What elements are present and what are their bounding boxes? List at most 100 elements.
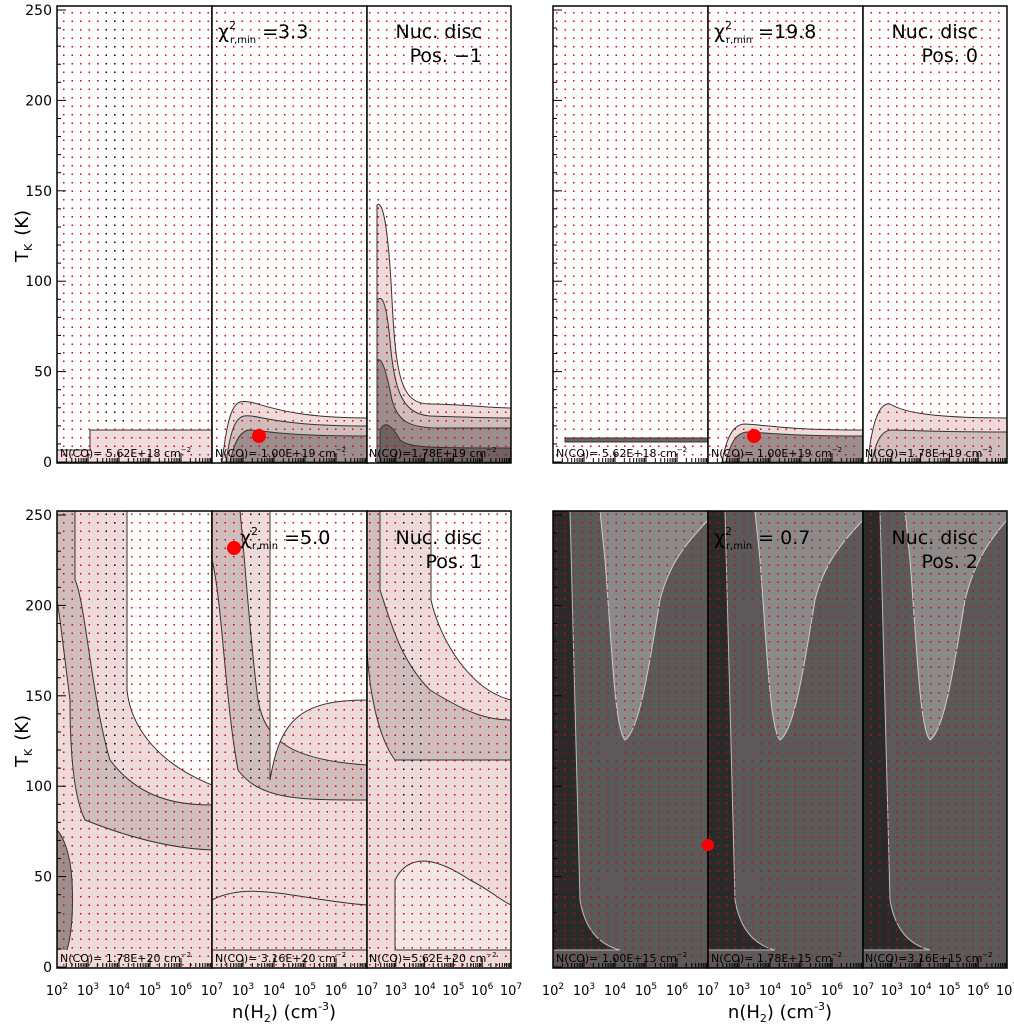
column-density-label: N(CO)= 1.78E+20 cm−2 — [60, 951, 191, 965]
x-tick-label: 105 — [790, 982, 812, 999]
y-tick-label: 200 — [25, 93, 52, 109]
group-top-left: χ2 r,min =3.3 Nuc. disc Pos. −1 N(CO)= 5.6… — [56, 5, 512, 464]
x-tick-label: 104 — [909, 982, 932, 999]
x-tick-label: 102 — [542, 982, 564, 999]
column-density-label: N(CO)= 1.00E+19 cm−2 — [711, 446, 842, 460]
panel-top-right-3 — [862, 5, 1008, 464]
axes-layer: 0 50 100 150 200 250 0 50 100 150 200 250 102 103 104 1… — [25, 3, 1014, 999]
y-tick-label: 100 — [25, 274, 52, 290]
x-tick-label: 103 — [77, 982, 99, 999]
panel-top-right-1 — [552, 5, 709, 464]
y-tick-label: 100 — [25, 779, 52, 795]
x-tick-label: 102 — [46, 982, 68, 999]
group-top-right: χ2 r,min =19.8 Nuc. disc Pos. 0 N(CO)= 5.6… — [552, 5, 1008, 464]
panel-bottom-left-3 — [366, 510, 512, 969]
y-tick-label: 0 — [43, 455, 52, 471]
y-tick-label: 150 — [25, 689, 52, 705]
title-line-1: Nuc. disc — [396, 21, 482, 43]
x-tick-label: 105 — [938, 982, 960, 999]
panel-top-left-3 — [366, 5, 512, 464]
column-density-label: N(CO)= 1.00E+19 cm−2 — [215, 446, 346, 460]
chi2-label: χ2 r,min =3.3 — [218, 19, 308, 46]
title-line-2: Pos. 2 — [922, 551, 978, 573]
chi2-value: =5.0 — [284, 527, 330, 549]
column-density-label: N(CO)=5.62E+20 cm−2 — [369, 951, 497, 965]
x-tick-label: 107 — [356, 982, 378, 999]
column-density-label: N(CO)= 5.62E+18 cm−2 — [60, 446, 191, 460]
best-fit-marker — [227, 541, 241, 555]
x-tick-label: 107 — [852, 982, 874, 999]
y-axis-label: TK(K) — [12, 715, 35, 768]
x-tick-label: 104 — [759, 982, 782, 999]
panel-top-left-1 — [56, 5, 213, 464]
panel-bottom-left-1 — [56, 510, 213, 969]
x-tick-label: 104 — [108, 982, 131, 999]
title-line-1: Nuc. disc — [892, 527, 978, 549]
best-fit-marker — [252, 429, 266, 443]
best-fit-marker — [747, 429, 761, 443]
title-line-2: Pos. −1 — [410, 45, 482, 67]
group-bottom-right: χ2 r,min = 0.7 Nuc. disc Pos. 2 N(CO)= 1.0… — [552, 510, 1008, 969]
x-tick-label: 105 — [442, 982, 464, 999]
column-density-label: N(CO)=1.78E+19 cm−2 — [369, 446, 497, 460]
x-tick-label: 105 — [139, 982, 161, 999]
chi2-value: =19.8 — [758, 21, 816, 43]
title-line-2: Pos. 1 — [426, 551, 482, 573]
x-tick-label: 107 — [697, 982, 719, 999]
labels-top-right: χ2 r,min =19.8 Nuc. disc Pos. 0 N(CO)= 5.6… — [556, 19, 993, 460]
column-density-label: N(CO)= 1.00E+15 cm−2 — [556, 951, 687, 965]
y-tick-label: 200 — [25, 598, 52, 614]
x-tick-label: 103 — [728, 982, 750, 999]
y-tick-label: 250 — [25, 508, 52, 524]
x-tick-label: 107 — [996, 982, 1014, 999]
y-axis-label: TK(K) — [12, 210, 35, 263]
x-tick-label: 105 — [294, 982, 316, 999]
x-tick-label: 106 — [170, 982, 193, 999]
x-tick-label: 107 — [500, 982, 522, 999]
y-tick-label: 50 — [34, 365, 52, 381]
best-fit-marker — [702, 839, 714, 851]
x-tick-label: 103 — [573, 982, 595, 999]
column-density-label: N(CO)= 5.62E+18 cm−2 — [556, 446, 687, 460]
x-tick-label: 104 — [263, 982, 286, 999]
x-tick-label: 107 — [201, 982, 223, 999]
panel-top-left-2 — [211, 5, 368, 464]
chi2-label: χ2 r,min =19.8 — [714, 19, 816, 46]
panel-bottom-right-1 — [552, 510, 709, 969]
column-density-label: N(CO)=1.78E+19 cm−2 — [865, 446, 993, 460]
x-tick-label: 106 — [821, 982, 844, 999]
x-tick-label: 106 — [967, 982, 990, 999]
labels-top-left: χ2 r,min =3.3 Nuc. disc Pos. −1 N(CO)= 5.6… — [60, 19, 497, 460]
x-tick-label: 106 — [471, 982, 494, 999]
x-tick-label: 103 — [385, 982, 407, 999]
chi2-value: = 0.7 — [758, 527, 810, 549]
x-tick-label: 104 — [604, 982, 627, 999]
panel-bottom-right-2 — [702, 510, 864, 969]
labels-bottom-right: χ2 r,min = 0.7 Nuc. disc Pos. 2 N(CO)= 1.0… — [556, 525, 993, 965]
y-tick-label: 0 — [43, 960, 52, 976]
chi2-label: χ2 r,min =5.0 — [240, 525, 330, 552]
column-density-label: N(CO)=3.16E+15 cm−2 — [865, 951, 993, 965]
group-bottom-left: χ2 r,min =5.0 Nuc. disc Pos. 1 N(CO)= 1.78… — [56, 510, 512, 969]
x-tick-label: 104 — [413, 982, 436, 999]
x-tick-label: 105 — [635, 982, 657, 999]
title-line-1: Nuc. disc — [396, 527, 482, 549]
y-tick-label: 50 — [34, 870, 52, 886]
x-tick-label: 106 — [666, 982, 689, 999]
y-tick-label: 250 — [25, 3, 52, 19]
x-tick-label: 103 — [232, 982, 254, 999]
x-axis-label: n(H2) (cm-3) — [232, 1000, 336, 1025]
chi2-label: χ2 r,min = 0.7 — [714, 525, 810, 552]
title-line-1: Nuc. disc — [892, 21, 978, 43]
panel-bottom-right-3 — [862, 510, 1008, 969]
y-tick-label: 150 — [25, 184, 52, 200]
labels-bottom-left: χ2 r,min =5.0 Nuc. disc Pos. 1 N(CO)= 1.78… — [60, 525, 497, 965]
x-tick-label: 106 — [325, 982, 348, 999]
column-density-label: N(CO)= 1.78E+15 cm−2 — [711, 951, 842, 965]
panel-bottom-left-2 — [211, 510, 368, 969]
x-tick-label: 103 — [881, 982, 903, 999]
panel-top-right-2 — [707, 5, 864, 464]
title-line-2: Pos. 0 — [922, 45, 978, 67]
x-axis-label: n(H2) (cm-3) — [728, 1000, 832, 1025]
